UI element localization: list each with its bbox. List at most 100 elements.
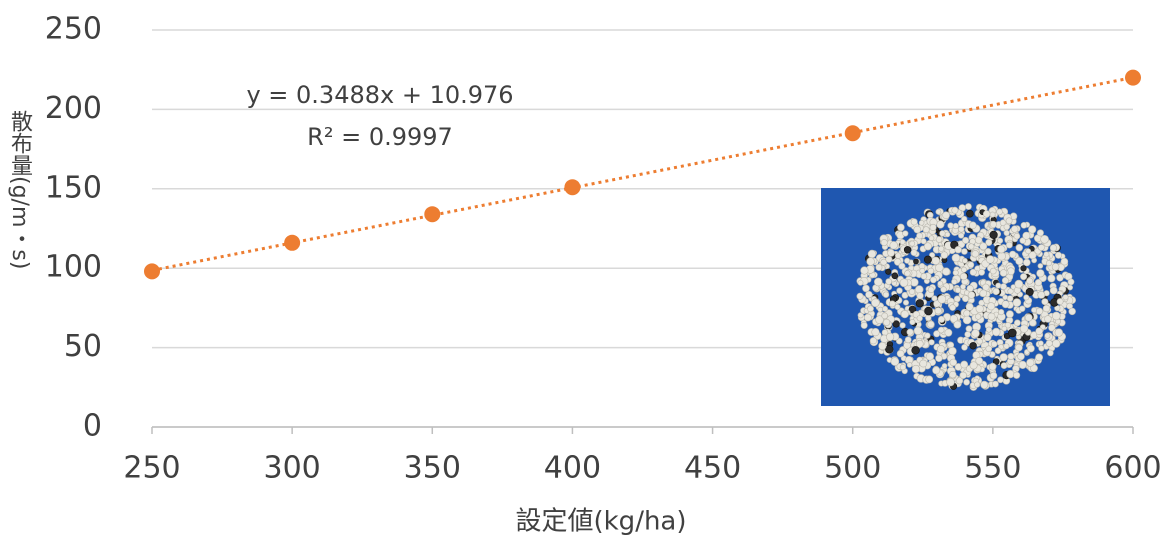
granule bbox=[929, 236, 934, 241]
granule bbox=[969, 222, 976, 229]
granule bbox=[964, 310, 970, 316]
granule bbox=[983, 211, 990, 218]
granule bbox=[1014, 320, 1020, 326]
granule bbox=[929, 340, 935, 346]
granule bbox=[912, 346, 920, 354]
granule bbox=[986, 327, 991, 332]
granule bbox=[981, 381, 988, 388]
x-tick-label: 600 bbox=[1104, 451, 1161, 486]
granule bbox=[949, 371, 956, 378]
granule bbox=[1052, 312, 1060, 320]
granule bbox=[904, 246, 911, 253]
granule bbox=[915, 286, 923, 294]
granule bbox=[985, 248, 991, 254]
granule bbox=[858, 280, 863, 285]
granule bbox=[1057, 298, 1063, 304]
granule bbox=[881, 239, 887, 245]
x-tick-label: 550 bbox=[964, 451, 1021, 486]
granule bbox=[962, 344, 968, 350]
granule bbox=[910, 241, 915, 246]
granule bbox=[1035, 279, 1042, 286]
granule bbox=[955, 246, 962, 253]
granule bbox=[925, 333, 931, 339]
granule bbox=[924, 256, 931, 263]
granule bbox=[998, 309, 1004, 315]
granule bbox=[903, 300, 908, 305]
granule bbox=[998, 377, 1004, 383]
granule bbox=[936, 237, 942, 243]
granule bbox=[1038, 341, 1043, 346]
granule bbox=[863, 285, 870, 292]
granule bbox=[945, 329, 952, 336]
granule bbox=[871, 299, 879, 307]
granule bbox=[890, 241, 898, 249]
granule bbox=[1043, 305, 1050, 312]
granule bbox=[1015, 280, 1023, 288]
granule bbox=[1052, 263, 1059, 270]
granule bbox=[1024, 295, 1029, 300]
granule bbox=[961, 216, 967, 222]
granule bbox=[938, 281, 943, 286]
granule bbox=[1004, 344, 1009, 349]
granule bbox=[950, 305, 956, 311]
granule bbox=[977, 338, 983, 344]
granule bbox=[960, 372, 967, 379]
granule bbox=[923, 227, 929, 233]
granule bbox=[1008, 329, 1016, 337]
granule bbox=[1000, 354, 1008, 362]
granule bbox=[955, 287, 961, 293]
granule bbox=[897, 350, 904, 357]
granule bbox=[857, 293, 863, 299]
granule bbox=[1042, 299, 1048, 305]
granule bbox=[1000, 270, 1007, 277]
granule bbox=[885, 345, 893, 353]
granule bbox=[970, 342, 977, 349]
granule bbox=[992, 328, 1000, 336]
granule bbox=[916, 300, 924, 308]
granule bbox=[1018, 353, 1025, 360]
granule bbox=[919, 220, 924, 225]
granule bbox=[882, 306, 887, 311]
granule bbox=[935, 264, 943, 272]
granule bbox=[874, 278, 882, 286]
x-tick-label: 400 bbox=[544, 451, 601, 486]
granule bbox=[947, 378, 955, 386]
granule bbox=[979, 269, 985, 275]
granule bbox=[964, 379, 970, 385]
granule bbox=[990, 221, 996, 227]
data-point bbox=[424, 206, 440, 222]
granule bbox=[970, 362, 977, 369]
granule bbox=[904, 258, 909, 263]
trendline-r2: R² = 0.9997 bbox=[307, 123, 453, 151]
granule bbox=[928, 321, 935, 328]
granule bbox=[1048, 275, 1055, 282]
granule bbox=[962, 237, 968, 243]
granule bbox=[1006, 242, 1012, 248]
granule bbox=[895, 253, 901, 259]
y-tick-label: 200 bbox=[45, 91, 102, 126]
granule bbox=[1025, 314, 1032, 321]
granule bbox=[878, 307, 883, 312]
granule bbox=[952, 279, 958, 285]
granule bbox=[990, 212, 995, 217]
granule bbox=[897, 288, 903, 294]
granule bbox=[1037, 270, 1045, 278]
granule bbox=[928, 287, 934, 293]
granule bbox=[889, 301, 895, 307]
granule bbox=[943, 212, 950, 219]
granule bbox=[926, 376, 933, 383]
granule bbox=[1014, 233, 1020, 239]
granule bbox=[1044, 252, 1049, 257]
granule bbox=[1036, 354, 1043, 361]
granule bbox=[905, 270, 911, 276]
granule bbox=[993, 288, 1000, 295]
granule bbox=[870, 337, 877, 344]
granule bbox=[1009, 251, 1016, 258]
granule bbox=[1008, 353, 1014, 359]
granule bbox=[966, 210, 973, 217]
granule bbox=[1063, 295, 1068, 300]
granule bbox=[1001, 363, 1007, 369]
granule bbox=[916, 340, 923, 347]
granule bbox=[997, 209, 1003, 215]
granule bbox=[868, 250, 876, 258]
